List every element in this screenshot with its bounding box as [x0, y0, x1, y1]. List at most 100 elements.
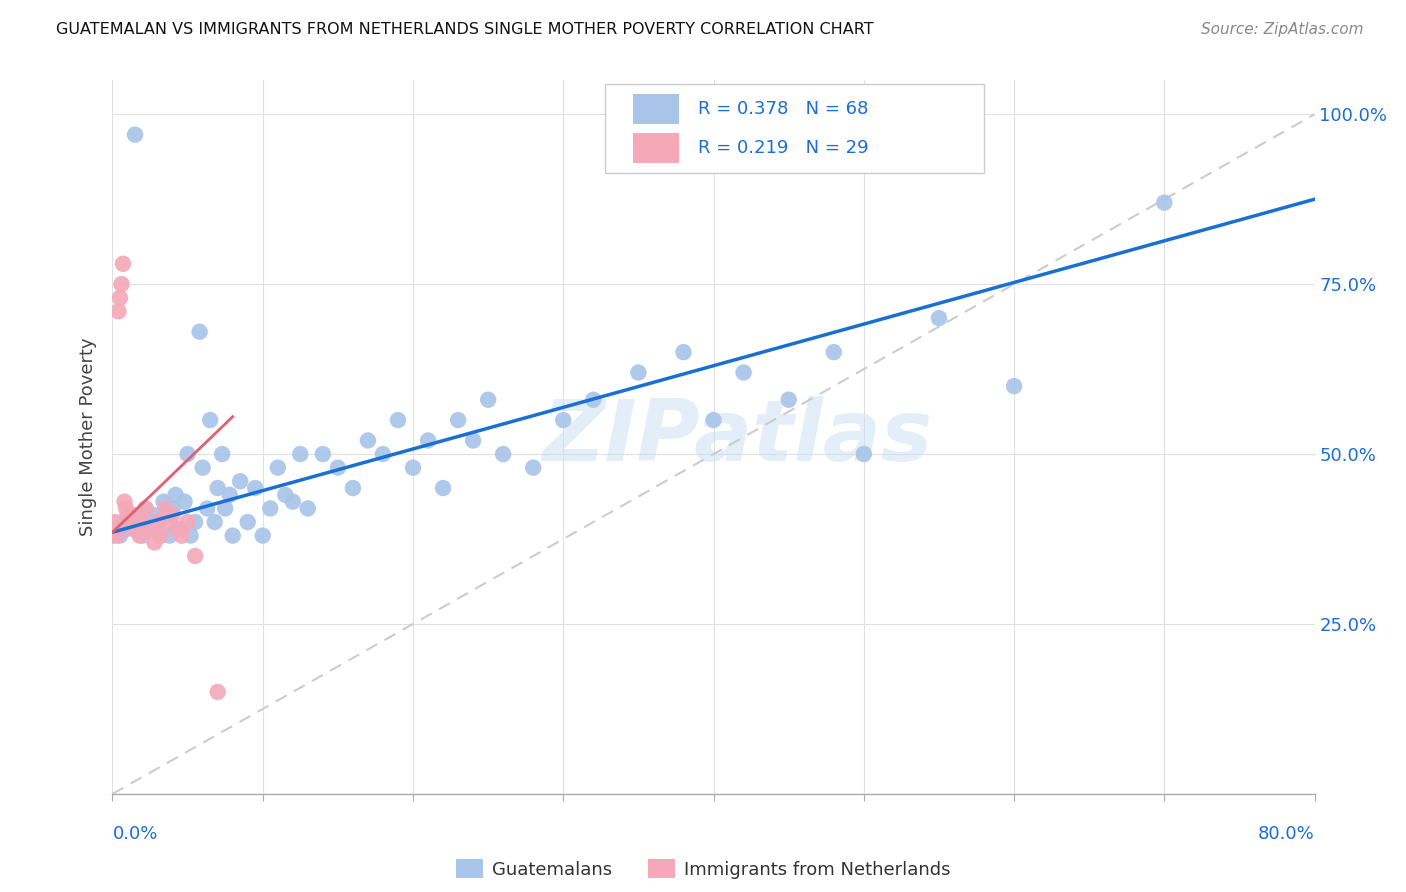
- Point: [582, 392, 605, 407]
- Point: [823, 345, 845, 359]
- Point: [135, 501, 157, 516]
- Point: [1002, 379, 1025, 393]
- Point: [162, 508, 184, 523]
- Point: [342, 481, 364, 495]
- Point: [447, 413, 470, 427]
- Point: [357, 434, 380, 448]
- Point: [152, 494, 174, 508]
- Point: [222, 528, 245, 542]
- Text: 80.0%: 80.0%: [1258, 825, 1315, 843]
- Point: [120, 515, 142, 529]
- Point: [432, 481, 454, 495]
- Point: [211, 447, 233, 461]
- Point: [108, 291, 131, 305]
- Point: [416, 434, 439, 448]
- Point: [143, 535, 166, 549]
- Point: [170, 528, 193, 542]
- Point: [153, 501, 176, 516]
- Point: [149, 528, 172, 542]
- Point: [173, 494, 195, 508]
- Point: [124, 128, 146, 142]
- Point: [236, 515, 259, 529]
- Point: [176, 447, 198, 461]
- Point: [191, 460, 214, 475]
- Point: [114, 494, 136, 508]
- Point: [159, 515, 181, 529]
- Point: [117, 522, 139, 536]
- Point: [672, 345, 695, 359]
- Point: [281, 494, 304, 508]
- Point: [198, 413, 221, 427]
- Point: [184, 549, 207, 563]
- Point: [146, 515, 169, 529]
- Point: [522, 460, 544, 475]
- Point: [128, 528, 150, 542]
- Point: [477, 392, 499, 407]
- Point: [259, 501, 281, 516]
- Point: [252, 528, 274, 542]
- Point: [218, 488, 240, 502]
- Point: [101, 528, 124, 542]
- Point: [553, 413, 575, 427]
- Point: [852, 447, 875, 461]
- Point: [143, 508, 166, 523]
- Point: [176, 515, 198, 529]
- FancyBboxPatch shape: [606, 84, 984, 173]
- Point: [128, 515, 150, 529]
- FancyBboxPatch shape: [633, 94, 679, 123]
- Point: [207, 685, 229, 699]
- Point: [274, 488, 297, 502]
- Point: [195, 501, 218, 516]
- Point: [165, 488, 187, 502]
- FancyBboxPatch shape: [633, 133, 679, 163]
- Point: [207, 481, 229, 495]
- Point: [169, 522, 191, 536]
- Point: [117, 508, 139, 523]
- Point: [115, 501, 138, 516]
- Point: [627, 366, 650, 380]
- Point: [122, 522, 145, 536]
- Point: [702, 413, 725, 427]
- Point: [492, 447, 515, 461]
- Point: [204, 515, 226, 529]
- Y-axis label: Single Mother Poverty: Single Mother Poverty: [79, 338, 97, 536]
- Text: GUATEMALAN VS IMMIGRANTS FROM NETHERLANDS SINGLE MOTHER POVERTY CORRELATION CHAR: GUATEMALAN VS IMMIGRANTS FROM NETHERLAND…: [56, 22, 875, 37]
- Point: [778, 392, 800, 407]
- Point: [312, 447, 335, 461]
- Point: [297, 501, 319, 516]
- Point: [159, 528, 181, 542]
- Point: [104, 515, 127, 529]
- Point: [110, 277, 132, 292]
- Point: [162, 501, 184, 516]
- Point: [131, 515, 153, 529]
- Point: [139, 522, 162, 536]
- Point: [135, 501, 157, 516]
- Text: Source: ZipAtlas.com: Source: ZipAtlas.com: [1201, 22, 1364, 37]
- Point: [245, 481, 267, 495]
- Point: [149, 528, 172, 542]
- Text: R = 0.378   N = 68: R = 0.378 N = 68: [697, 100, 869, 118]
- Point: [146, 515, 169, 529]
- Point: [131, 528, 153, 542]
- Point: [267, 460, 290, 475]
- Point: [1153, 195, 1175, 210]
- Point: [229, 475, 252, 489]
- Legend: Guatemalans, Immigrants from Netherlands: Guatemalans, Immigrants from Netherlands: [456, 859, 950, 879]
- Point: [461, 434, 484, 448]
- Point: [387, 413, 409, 427]
- Point: [928, 311, 950, 326]
- Point: [139, 522, 162, 536]
- Point: [733, 366, 755, 380]
- Point: [111, 257, 134, 271]
- Point: [108, 528, 131, 542]
- Point: [105, 528, 128, 542]
- Point: [125, 508, 148, 523]
- Point: [402, 460, 425, 475]
- Text: 0.0%: 0.0%: [112, 825, 157, 843]
- Text: R = 0.219   N = 29: R = 0.219 N = 29: [697, 139, 869, 157]
- Point: [180, 528, 202, 542]
- Point: [166, 522, 188, 536]
- Point: [371, 447, 394, 461]
- Point: [290, 447, 312, 461]
- Point: [184, 515, 207, 529]
